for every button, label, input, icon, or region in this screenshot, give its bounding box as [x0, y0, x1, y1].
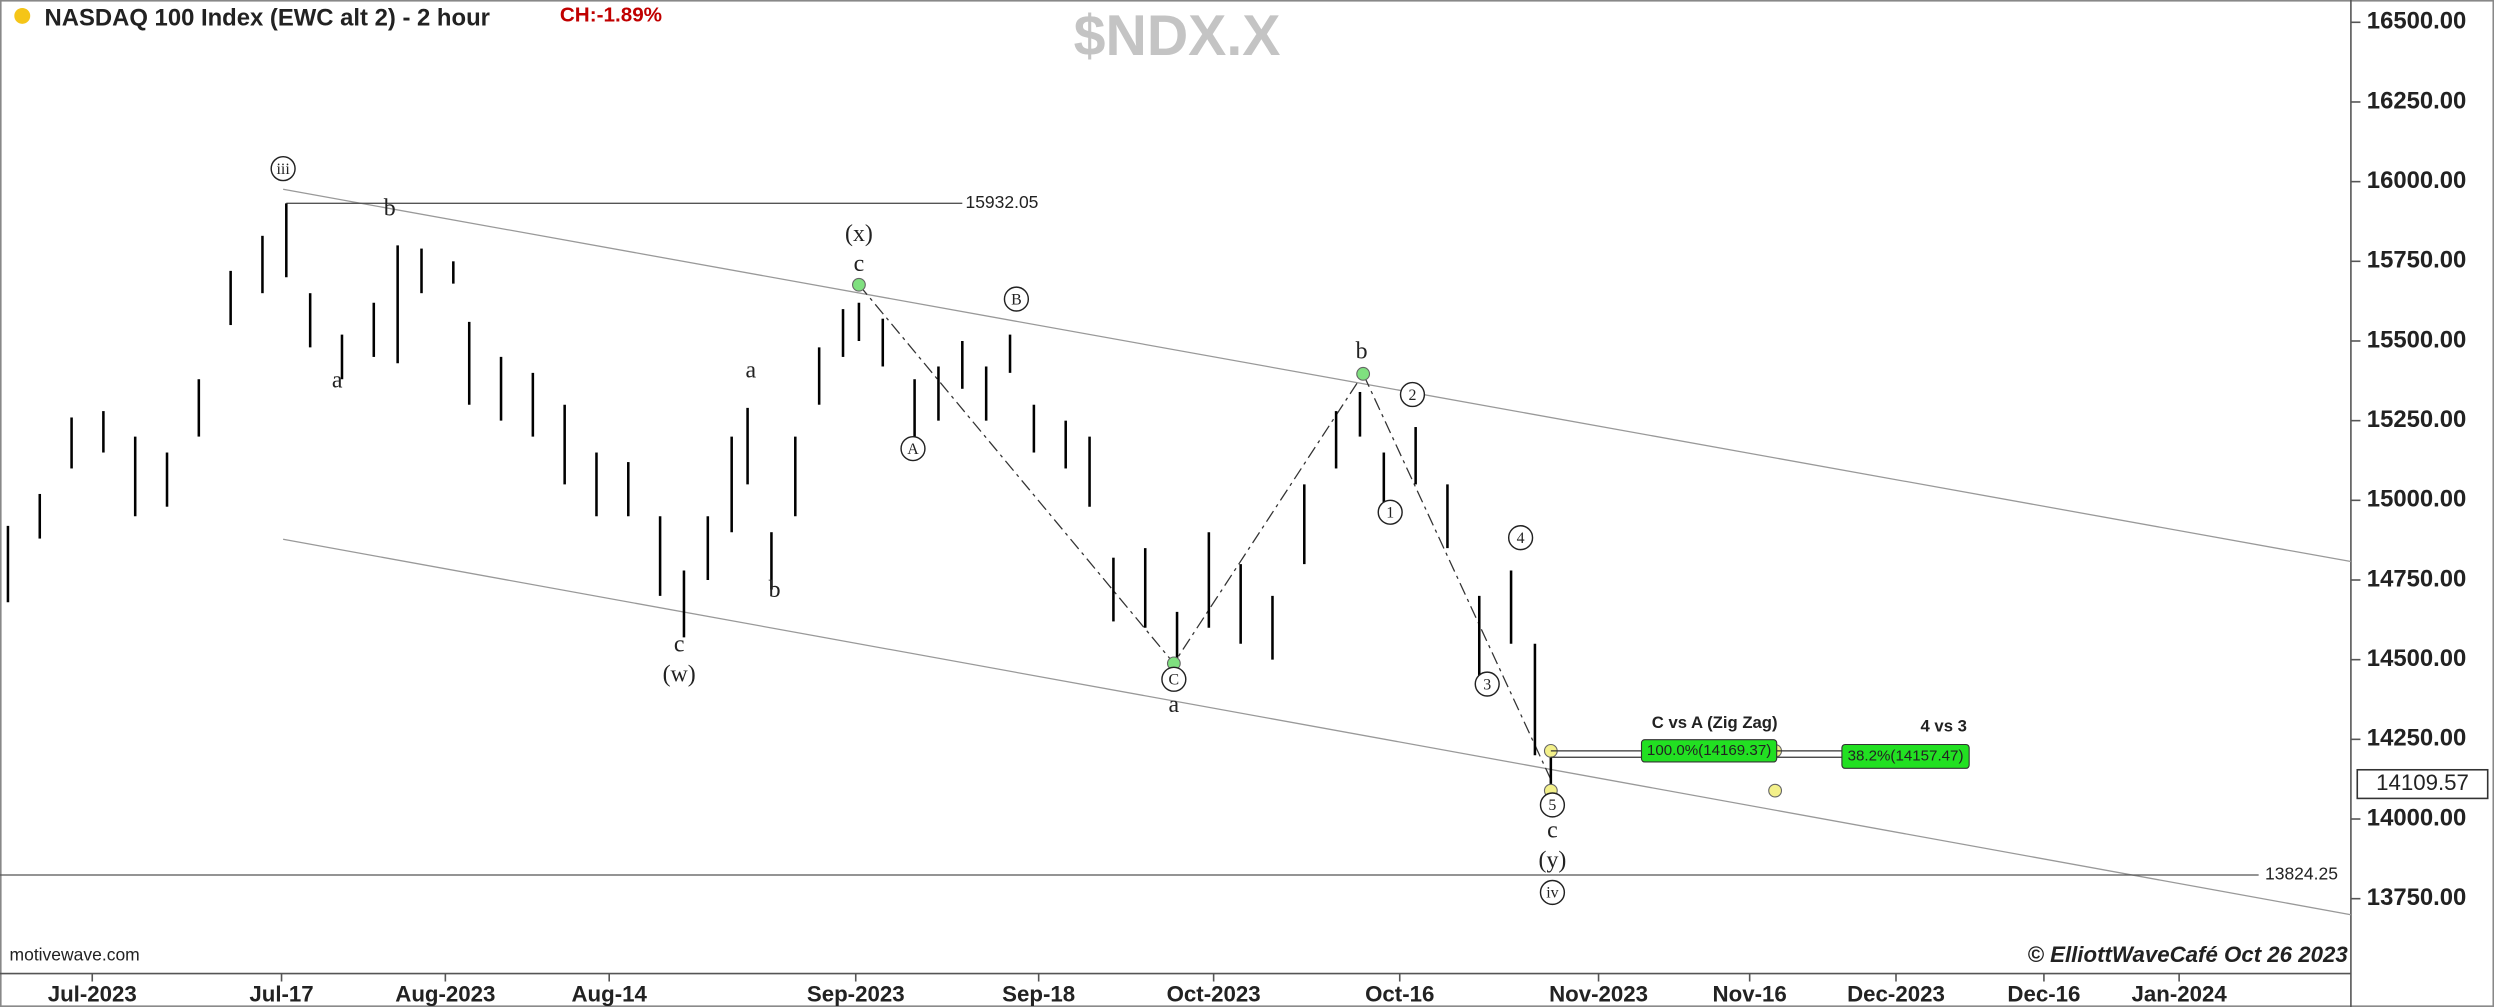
wave-label: B	[1011, 291, 1022, 308]
y-tick-label: 15250.00	[2367, 406, 2467, 433]
x-tick-label: Oct-16	[1365, 982, 1434, 1007]
copyright: © ElliottWaveCafé Oct 26 2023	[2028, 942, 2349, 967]
y-tick-label: 13750.00	[2367, 884, 2467, 911]
fib-title: C vs A (Zig Zag)	[1652, 713, 1778, 732]
x-tick-label: Nov-2023	[1549, 982, 1648, 1007]
wave-label: iii	[277, 161, 291, 178]
last-price-box	[2356, 768, 2489, 800]
wave-circle	[1161, 666, 1187, 692]
x-tick-label: Jul-2023	[48, 982, 137, 1007]
channel-upper	[283, 188, 2352, 563]
wave-connector	[858, 284, 1552, 780]
y-tick-label: 14750.00	[2367, 565, 2467, 592]
pivot-dot	[1356, 366, 1371, 381]
x-tick-label: Dec-2023	[1847, 982, 1945, 1007]
fib-label: 38.2%(14157.47)	[1848, 747, 1964, 764]
wave-circle	[1399, 381, 1426, 408]
y-tick-label: 15000.00	[2367, 486, 2467, 513]
fib-box	[1640, 739, 1778, 763]
wave-label: (x)	[845, 221, 873, 247]
wave-label: 2	[1408, 387, 1416, 404]
y-tick-label: 14000.00	[2367, 804, 2467, 831]
chart-title: NASDAQ 100 Index (EWC alt 2) - 2 hour	[45, 4, 490, 31]
wave-label: c	[854, 251, 865, 277]
wave-circle	[1377, 499, 1403, 525]
y-tick-label: 15500.00	[2367, 326, 2467, 353]
x-tick-label: Dec-16	[2007, 982, 2080, 1007]
wave-label: 5	[1548, 797, 1556, 814]
last-price-label: 14109.57	[2376, 770, 2469, 795]
wave-circle	[1539, 879, 1566, 906]
wave-label: C	[1169, 672, 1180, 689]
x-tick-label: Jul-17	[249, 982, 313, 1007]
wave-label: b	[769, 577, 781, 603]
price-level-label: 13824.25	[2265, 864, 2338, 884]
status-dot	[14, 7, 31, 24]
y-tick-label: 16250.00	[2367, 87, 2467, 114]
wave-circle	[1507, 525, 1534, 551]
source: motivewave.com	[10, 945, 140, 965]
wave-circle	[1474, 671, 1500, 697]
x-tick-label: Aug-14	[571, 982, 647, 1007]
y-tick-label: 15750.00	[2367, 247, 2467, 274]
fib-label: 100.0%(14169.37)	[1647, 742, 1771, 759]
change: CH:-1.89%	[560, 3, 662, 26]
wave-circle	[900, 435, 926, 462]
x-tick-label: Sep-18	[1002, 982, 1075, 1007]
channel-lower	[283, 538, 2352, 916]
wave-label: a	[1169, 692, 1180, 718]
x-tick-label: Sep-2023	[807, 982, 905, 1007]
wave-label: A	[907, 441, 919, 458]
wave-circle	[270, 155, 296, 182]
wave-label: 4	[1517, 530, 1525, 547]
y-tick-label: 14500.00	[2367, 645, 2467, 672]
wave-circle	[1539, 792, 1566, 818]
fib-title: 4 vs 3	[1921, 716, 1967, 735]
x-tick-label: Jan-2024	[2132, 982, 2228, 1007]
wave-label: a	[745, 358, 756, 384]
price-level-label: 15932.05	[965, 192, 1038, 212]
wave-label: c	[674, 631, 685, 657]
wave-label: b	[1356, 339, 1368, 365]
wave-label: 1	[1386, 504, 1394, 521]
wave-label: 3	[1483, 676, 1491, 693]
wave-label: (y)	[1539, 848, 1567, 874]
wave-label: a	[332, 367, 343, 393]
x-tick-label: Oct-2023	[1167, 982, 1261, 1007]
y-tick-label: 16500.00	[2367, 8, 2467, 35]
x-tick-label: Nov-16	[1713, 982, 1787, 1007]
fib-box	[1841, 743, 1970, 769]
y-tick-label: 16000.00	[2367, 167, 2467, 194]
pivot-dot	[1768, 783, 1783, 798]
wave-label: (w)	[663, 662, 696, 688]
wave-label: c	[1547, 817, 1558, 843]
wave-label: iv	[1546, 885, 1558, 902]
wave-circle	[1003, 286, 1030, 312]
pivot-dot	[852, 277, 866, 292]
y-tick-label: 14250.00	[2367, 725, 2467, 752]
wave-label: b	[384, 195, 396, 221]
symbol: $NDX.X	[1074, 4, 1281, 68]
x-tick-label: Aug-2023	[395, 982, 495, 1007]
